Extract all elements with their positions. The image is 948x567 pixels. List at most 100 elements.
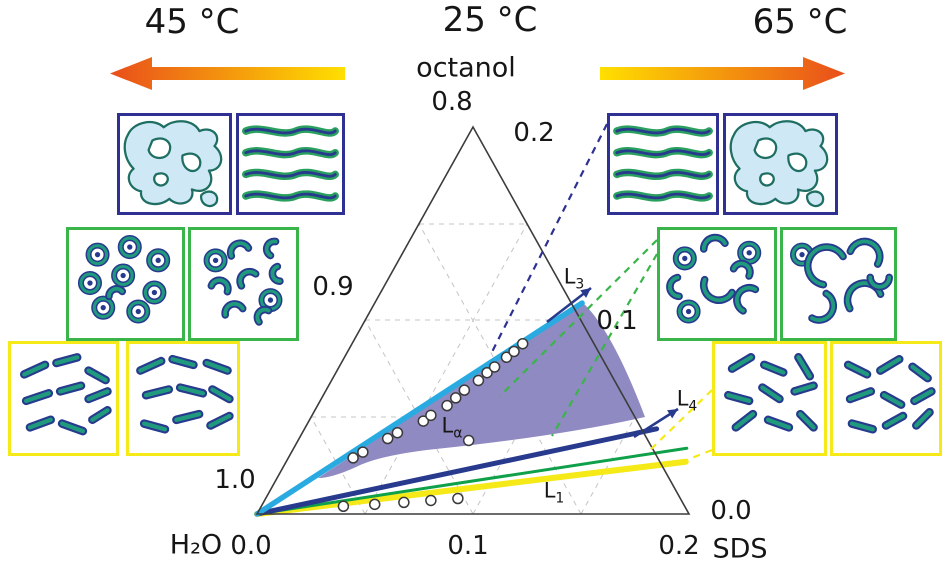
data-point — [516, 337, 529, 350]
vesicle-core — [155, 257, 161, 263]
vesicle-core — [212, 257, 219, 263]
data-point — [357, 446, 369, 458]
data-point — [347, 452, 359, 464]
line-shape — [310, 416, 366, 515]
rod — [846, 362, 870, 377]
lamella — [615, 127, 711, 135]
data-point — [472, 374, 485, 387]
axis-label-octanol: octanol — [416, 52, 516, 84]
lamella — [244, 127, 337, 135]
rod — [58, 383, 84, 394]
temp-label-45c: 45 °C — [144, 2, 240, 42]
rod — [54, 355, 80, 366]
vesicle-core — [151, 289, 158, 296]
data-point — [368, 498, 381, 511]
tick-sds-0.1: 0.1 — [447, 531, 489, 561]
tick-h2o-1.0: 1.0 — [214, 465, 256, 495]
inset-45c-micelles-2-art — [136, 354, 234, 434]
rod — [910, 364, 930, 381]
rod — [760, 385, 782, 402]
vesicle-ring — [92, 297, 114, 319]
data-points — [337, 337, 529, 513]
arrow-L3 — [546, 286, 592, 324]
tick-octanol-0.2: 0.2 — [513, 118, 555, 148]
vesicle-ring — [738, 242, 760, 264]
rod — [881, 393, 904, 407]
rod — [847, 389, 873, 402]
inset-45c-vesicles — [66, 227, 185, 341]
temp-label-25c: 25 °C — [442, 0, 538, 40]
worm — [270, 264, 282, 284]
vesicle-ring — [79, 272, 101, 294]
phase-label-l4: L4 — [676, 386, 698, 414]
rod — [22, 362, 48, 377]
polygon-shape — [580, 288, 591, 298]
phase-line-L4 — [254, 426, 660, 517]
rod — [210, 387, 232, 402]
vesicle-core — [685, 308, 692, 315]
tick-sds-0.0: 0.0 — [230, 531, 272, 561]
rod — [796, 355, 812, 379]
rod — [59, 421, 86, 434]
rod — [878, 357, 902, 373]
data-point — [449, 392, 462, 404]
vesicle-core — [94, 251, 101, 258]
rod — [726, 393, 752, 404]
rod — [849, 421, 875, 432]
cooling-arrow-45c — [110, 57, 345, 90]
triangle-outline — [255, 125, 691, 515]
lamella — [615, 171, 711, 178]
lamella — [615, 149, 711, 156]
data-point — [398, 496, 410, 509]
vesicle-core — [746, 250, 752, 256]
rod — [27, 417, 53, 430]
worm — [255, 307, 271, 324]
worm — [810, 291, 836, 322]
axis-label-h2o: H₂O — [169, 529, 223, 561]
sponge-pattern — [123, 120, 223, 208]
connector-green-1 — [499, 239, 658, 397]
temp-label-65c: 65 °C — [752, 2, 848, 42]
rod — [729, 355, 754, 371]
rod — [24, 391, 51, 403]
inset-45c-micelles-2 — [126, 341, 240, 456]
lamella — [244, 171, 337, 178]
inset-45c-mixed-art — [203, 237, 284, 326]
rod — [762, 362, 786, 375]
inset-65c-sponge — [723, 113, 838, 215]
worm — [701, 235, 727, 251]
inset-65c-micelles-2 — [830, 341, 942, 456]
data-point — [425, 494, 437, 507]
tick-sds-0.2: 0.2 — [658, 531, 700, 561]
rod — [90, 408, 110, 422]
phase-label-l3-main: L — [563, 264, 576, 289]
data-point — [488, 361, 501, 373]
connector-navy-0 — [491, 123, 608, 353]
data-point — [391, 426, 404, 439]
data-point — [481, 366, 493, 379]
rod — [798, 412, 816, 430]
rod — [86, 389, 110, 402]
phase-label-l3: L3 — [563, 264, 585, 292]
rod — [178, 385, 206, 396]
phase-label-l1: L1 — [543, 478, 565, 506]
phase-label-l1-main: L — [543, 478, 556, 503]
vesicle-ring — [143, 282, 165, 304]
phase-boundary-lines — [254, 300, 689, 517]
worm — [107, 286, 125, 299]
phase-label-l4-main: L — [676, 386, 689, 411]
data-point — [441, 399, 453, 412]
worm — [238, 269, 258, 288]
vesicle-ring — [127, 300, 149, 322]
data-point — [508, 345, 520, 358]
inset-65c-lamellar-art — [613, 125, 713, 202]
phase-arrows — [546, 286, 679, 439]
vesicle-ring — [112, 264, 134, 286]
worm — [264, 239, 278, 258]
data-point — [500, 351, 513, 364]
worm — [701, 277, 734, 303]
rod — [170, 357, 196, 368]
inset-65c-sponge-art — [729, 120, 829, 208]
